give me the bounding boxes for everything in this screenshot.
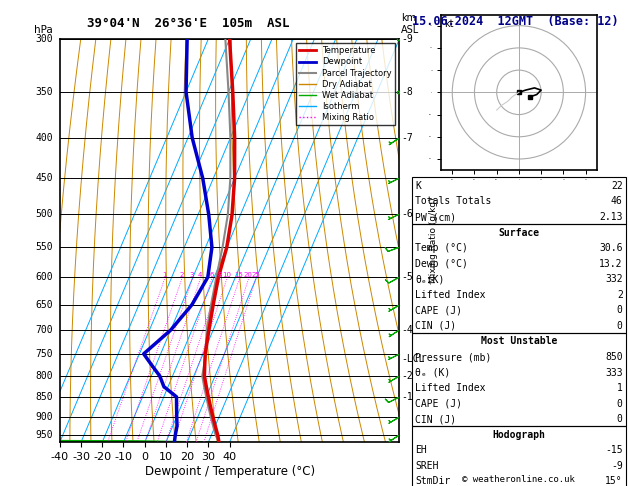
Text: 333: 333 [605,367,623,378]
Text: 39°04'N  26°36'E  105m  ASL: 39°04'N 26°36'E 105m ASL [87,17,290,30]
Text: 15.06.2024  12GMT  (Base: 12): 15.06.2024 12GMT (Base: 12) [413,15,619,28]
Text: θₑ (K): θₑ (K) [415,367,450,378]
Text: km
ASL: km ASL [401,13,420,35]
Text: 600: 600 [35,272,53,282]
Text: 0: 0 [617,305,623,315]
Text: 15: 15 [235,272,243,278]
X-axis label: Dewpoint / Temperature (°C): Dewpoint / Temperature (°C) [145,465,314,478]
Text: 350: 350 [35,87,53,97]
Text: 2.13: 2.13 [599,212,623,222]
Text: 20: 20 [243,272,253,278]
Text: Hodograph: Hodograph [493,430,545,440]
Text: CAPE (J): CAPE (J) [415,305,462,315]
Text: -8: -8 [401,87,413,97]
Text: 900: 900 [35,412,53,421]
Text: 6: 6 [209,272,214,278]
Text: 332: 332 [605,274,623,284]
Text: SREH: SREH [415,461,438,471]
Text: 10: 10 [222,272,231,278]
Text: Dewp (°C): Dewp (°C) [415,259,468,269]
Text: 0: 0 [617,399,623,409]
Text: 650: 650 [35,300,53,310]
Text: -2: -2 [401,371,413,381]
Text: -9: -9 [611,461,623,471]
Text: 30.6: 30.6 [599,243,623,253]
Text: 300: 300 [35,34,53,44]
Text: Surface: Surface [498,227,540,238]
Text: 0: 0 [617,414,623,424]
Text: kt: kt [444,19,454,29]
Text: 850: 850 [35,392,53,402]
Text: 0: 0 [617,321,623,331]
Text: -LCL: -LCL [401,354,425,364]
Text: 1: 1 [617,383,623,393]
Text: 2: 2 [617,290,623,300]
Text: StmDir: StmDir [415,476,450,486]
Text: 700: 700 [35,325,53,335]
Text: 1: 1 [162,272,167,278]
Text: -15: -15 [605,445,623,455]
Text: hPa: hPa [34,25,53,35]
Text: 750: 750 [35,349,53,359]
Text: -7: -7 [401,133,413,143]
Text: CIN (J): CIN (J) [415,414,456,424]
Text: Lifted Index: Lifted Index [415,290,486,300]
Text: CAPE (J): CAPE (J) [415,399,462,409]
Text: 850: 850 [605,352,623,362]
Text: PW (cm): PW (cm) [415,212,456,222]
Text: -5: -5 [401,272,413,282]
Text: 950: 950 [35,430,53,440]
Text: θₑ(K): θₑ(K) [415,274,445,284]
Text: Temp (°C): Temp (°C) [415,243,468,253]
Text: Mixing Ratio (g/kg): Mixing Ratio (g/kg) [429,198,438,283]
Text: 800: 800 [35,371,53,381]
Text: 450: 450 [35,173,53,183]
Text: 3: 3 [190,272,194,278]
Text: -4: -4 [401,325,413,335]
Text: Pressure (mb): Pressure (mb) [415,352,491,362]
Text: 8: 8 [218,272,222,278]
Legend: Temperature, Dewpoint, Parcel Trajectory, Dry Adiabat, Wet Adiabat, Isotherm, Mi: Temperature, Dewpoint, Parcel Trajectory… [296,43,395,125]
Text: 25: 25 [251,272,260,278]
Text: -1: -1 [401,392,413,402]
Text: EH: EH [415,445,427,455]
Text: 400: 400 [35,133,53,143]
Text: 46: 46 [611,196,623,207]
Text: K: K [415,181,421,191]
Text: 15°: 15° [605,476,623,486]
Text: 13.2: 13.2 [599,259,623,269]
Text: © weatheronline.co.uk: © weatheronline.co.uk [462,474,576,484]
Text: -6: -6 [401,209,413,220]
Text: 550: 550 [35,242,53,252]
Text: 500: 500 [35,209,53,220]
Text: 22: 22 [611,181,623,191]
Text: 2: 2 [179,272,184,278]
Text: -9: -9 [401,34,413,44]
Text: 4: 4 [198,272,202,278]
Text: Lifted Index: Lifted Index [415,383,486,393]
Text: Most Unstable: Most Unstable [481,336,557,347]
Text: Totals Totals: Totals Totals [415,196,491,207]
Text: CIN (J): CIN (J) [415,321,456,331]
